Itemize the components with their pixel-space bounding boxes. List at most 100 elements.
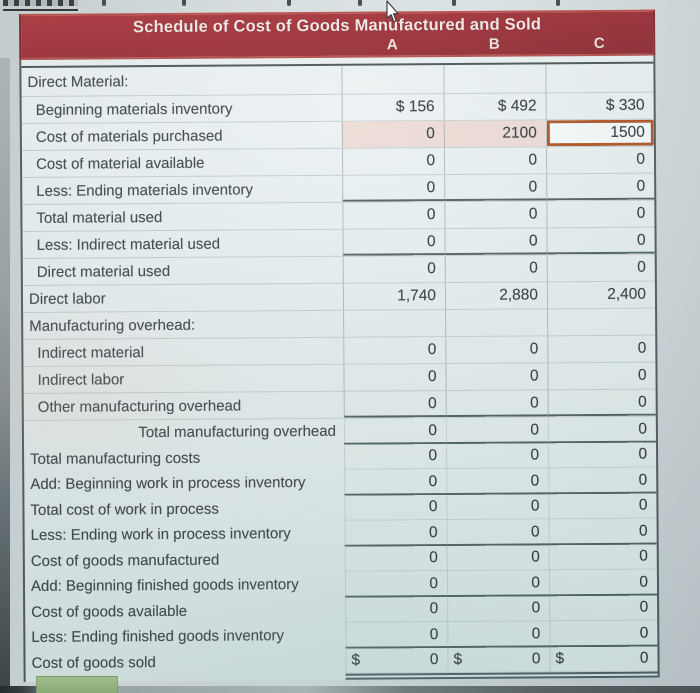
cell-b[interactable] <box>445 309 548 337</box>
cell-c[interactable]: 0 <box>546 200 655 228</box>
cell-b[interactable]: 0 <box>444 174 547 202</box>
cell-a[interactable] <box>341 65 444 94</box>
cell-c[interactable]: 0 <box>548 544 657 571</box>
cell-a[interactable]: 0 <box>345 596 448 623</box>
cell-a[interactable]: 0 <box>343 364 446 391</box>
cell-c[interactable]: 2,400 <box>546 281 656 309</box>
row-label: Less: Ending materials inventory <box>36 180 254 200</box>
cell-b[interactable]: 0 <box>443 147 547 175</box>
row-values: 0 2100 1500 <box>341 119 654 148</box>
cell-b[interactable]: 2100 <box>443 120 546 148</box>
cell-c[interactable]: 0 <box>546 254 655 282</box>
cell-b[interactable]: 0 <box>445 363 548 391</box>
cell-a[interactable]: 0 <box>342 229 445 256</box>
cell-a[interactable]: 0 <box>343 337 446 364</box>
cell-a[interactable]: 0 <box>342 256 445 283</box>
cell-a[interactable]: 0 <box>344 494 447 521</box>
cell-a[interactable]: 0 <box>344 443 447 470</box>
cell-c[interactable]: 0 <box>548 493 657 520</box>
cell-a[interactable]: 0 <box>343 418 447 445</box>
row-label: Direct labor <box>28 289 106 308</box>
cell-c[interactable]: 0 <box>549 620 658 647</box>
cell-b[interactable]: $ 492 <box>443 93 546 121</box>
cell-c[interactable]: 0 <box>548 442 657 469</box>
row-values <box>343 308 656 337</box>
cell-a[interactable]: 0 <box>342 175 445 202</box>
row-label: Cost of materials purchased <box>35 127 223 146</box>
column-header-b: B <box>488 35 500 53</box>
cell-c[interactable]: 0 <box>546 173 655 201</box>
cell-amount: 0 <box>531 650 541 668</box>
cell-c[interactable]: 0 <box>547 389 656 417</box>
cutoff-text-fragment <box>182 0 186 6</box>
cell-c[interactable]: $ 330 <box>545 92 654 120</box>
cell-b[interactable]: 0 <box>446 519 549 546</box>
cell-a[interactable]: $0 <box>345 647 448 674</box>
cell-b[interactable]: $0 <box>447 646 550 674</box>
cell-c[interactable]: 0 <box>548 467 657 494</box>
row-label: Cost of material available <box>35 154 205 173</box>
cell-a[interactable]: 0 <box>341 148 445 175</box>
table-header-banner: Schedule of Cost of Goods Manufactured a… <box>19 9 656 60</box>
row-label: Indirect labor <box>37 370 125 389</box>
cell-b[interactable]: 0 <box>444 201 547 229</box>
cell-c[interactable]: 0 <box>547 362 656 390</box>
cell-b[interactable]: 0 <box>446 570 550 597</box>
cell-b[interactable]: 2,880 <box>444 282 548 310</box>
cell-b[interactable]: 0 <box>446 544 549 572</box>
cell-b[interactable]: 0 <box>445 336 548 364</box>
row-values: $ 156 $ 492 $ 330 <box>341 92 654 121</box>
cell-a[interactable]: $ 156 <box>341 94 444 121</box>
row-label: Less: Ending finished goods inventory <box>31 627 285 647</box>
cell-b[interactable]: 0 <box>446 493 549 521</box>
cell-b[interactable] <box>443 64 546 94</box>
cell-b[interactable]: 0 <box>444 228 547 256</box>
cell-a[interactable]: 0 <box>344 545 447 572</box>
cell-c[interactable] <box>545 63 654 93</box>
cell-c[interactable]: 0 <box>548 569 658 596</box>
bottom-left-button[interactable] <box>36 676 118 693</box>
row-label: Cost of goods available <box>31 602 188 621</box>
cell-b[interactable]: 0 <box>445 417 549 444</box>
cell-c[interactable]: 0 <box>548 518 657 545</box>
cell-b[interactable]: 0 <box>447 595 550 623</box>
cell-a[interactable]: 0 <box>342 202 445 229</box>
row-label: Cost of goods manufactured <box>30 551 220 570</box>
cell-c[interactable]: $0 <box>549 646 658 673</box>
row-label: Less: Indirect material used <box>36 235 221 254</box>
cutoff-text-fragment <box>3 0 78 11</box>
cell-a[interactable]: 0 <box>344 469 447 496</box>
cell-b[interactable]: 0 <box>444 255 547 283</box>
cell-c[interactable]: 0 <box>549 595 658 622</box>
cell-a[interactable]: 1,740 <box>342 283 446 310</box>
cell-b[interactable]: 0 <box>445 390 548 418</box>
cell-c[interactable]: 0 <box>547 416 657 443</box>
row-label: Total material used <box>36 208 163 227</box>
cell-a[interactable]: 0 <box>341 121 444 148</box>
cell-a[interactable]: 0 <box>344 571 448 598</box>
cell-b[interactable]: 0 <box>446 442 549 470</box>
cell-a[interactable]: 0 <box>344 520 447 547</box>
row-label: Total cost of work in process <box>30 500 219 519</box>
cell-b[interactable]: 0 <box>446 468 549 495</box>
selected-cell[interactable]: 1500 <box>545 119 654 147</box>
cell-c[interactable]: 0 <box>547 335 656 363</box>
column-header-a: A <box>386 36 398 54</box>
cell-c[interactable] <box>547 308 656 336</box>
cell-c[interactable]: 0 <box>546 227 655 255</box>
cell-a[interactable]: 0 <box>343 391 446 418</box>
row-label: Direct Material: <box>27 72 129 91</box>
cell-a[interactable]: 0 <box>345 622 448 649</box>
cell-b[interactable]: 0 <box>447 621 550 648</box>
cell-c[interactable]: 0 <box>545 146 655 174</box>
dollar-sign: $ <box>453 651 463 669</box>
cell-a[interactable] <box>343 310 446 337</box>
